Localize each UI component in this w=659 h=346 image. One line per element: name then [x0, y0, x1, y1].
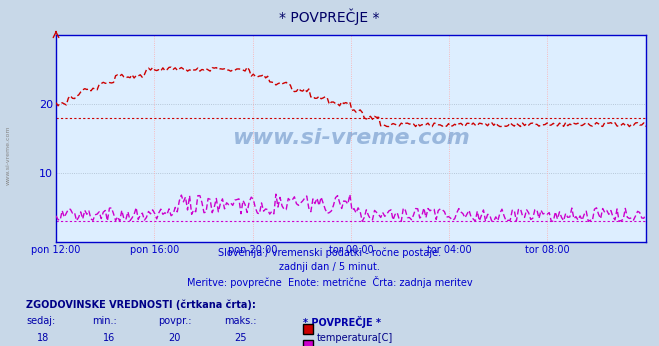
Text: 16: 16: [103, 333, 115, 343]
Text: * POVPREČJE *: * POVPREČJE *: [279, 9, 380, 25]
Text: Meritve: povprečne  Enote: metrične  Črta: zadnja meritev: Meritve: povprečne Enote: metrične Črta:…: [186, 276, 473, 289]
Text: ZGODOVINSKE VREDNOSTI (črtkana črta):: ZGODOVINSKE VREDNOSTI (črtkana črta):: [26, 299, 256, 310]
Text: temperatura[C]: temperatura[C]: [316, 333, 393, 343]
Text: 18: 18: [37, 333, 49, 343]
Text: Slovenija / vremenski podatki - ročne postaje.: Slovenija / vremenski podatki - ročne po…: [218, 247, 441, 258]
Text: www.si-vreme.com: www.si-vreme.com: [232, 128, 470, 148]
Text: 25: 25: [235, 333, 246, 343]
Text: 20: 20: [169, 333, 181, 343]
Text: povpr.:: povpr.:: [158, 316, 192, 326]
Text: www.si-vreme.com: www.si-vreme.com: [5, 126, 11, 185]
Text: * POVPREČJE *: * POVPREČJE *: [303, 316, 381, 328]
Text: sedaj:: sedaj:: [26, 316, 55, 326]
Text: min.:: min.:: [92, 316, 117, 326]
Text: zadnji dan / 5 minut.: zadnji dan / 5 minut.: [279, 262, 380, 272]
Text: maks.:: maks.:: [224, 316, 256, 326]
